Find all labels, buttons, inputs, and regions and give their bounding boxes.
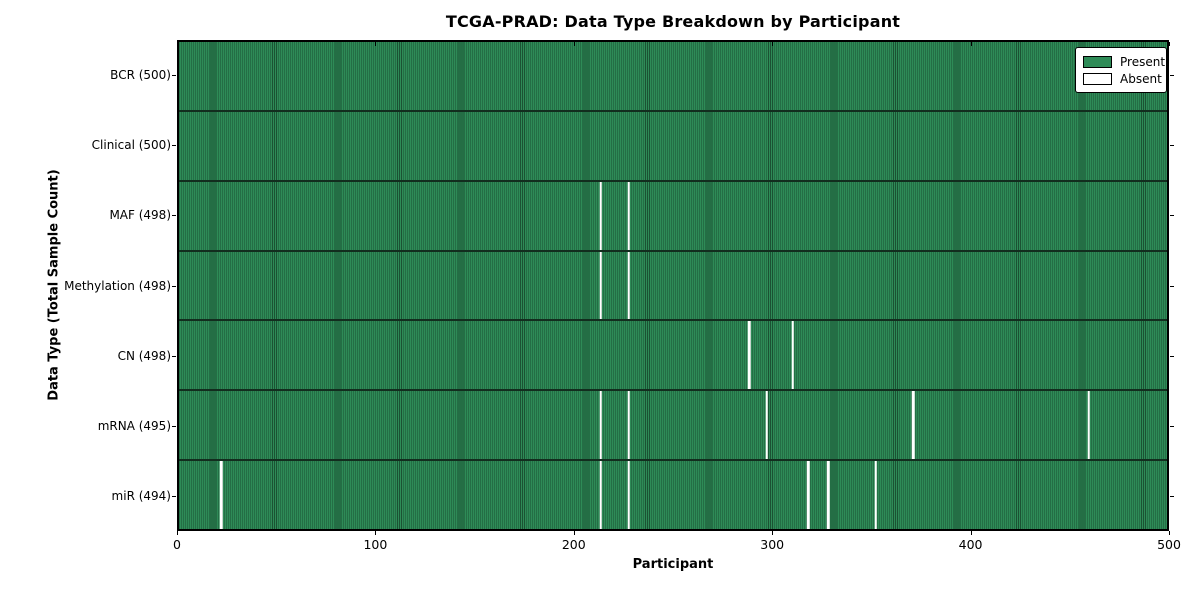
plot-area: [177, 40, 1169, 531]
x-tick-mark: [177, 42, 178, 46]
x-tick-label: 0: [173, 537, 181, 552]
y-tick-mark: [172, 215, 176, 217]
heatmap-row-mir: [179, 459, 1167, 530]
absent-gap: [874, 461, 877, 530]
x-tick-mark: [375, 531, 377, 535]
y-tick-mark: [1170, 215, 1174, 217]
y-tick-mark: [172, 285, 176, 287]
legend-label-absent: Absent: [1120, 71, 1162, 86]
y-tick-mark: [172, 355, 176, 357]
heatmap-row-methylation: [179, 249, 1167, 320]
absent-gap: [807, 461, 810, 530]
absent-gap: [599, 251, 603, 320]
legend-item-present: Present: [1083, 53, 1165, 70]
y-tick-mark: [1170, 355, 1174, 357]
x-tick-label: 100: [363, 537, 388, 552]
row-label-methylation: Methylation (498): [64, 278, 171, 293]
y-tick-mark: [172, 145, 176, 147]
y-tick-mark: [1170, 495, 1174, 497]
x-tick-mark: [1169, 42, 1170, 46]
absent-gap: [220, 461, 223, 530]
absent-gap: [627, 181, 630, 250]
x-tick-label: 300: [760, 537, 785, 552]
absent-gap: [1087, 391, 1091, 460]
x-tick-mark: [1169, 531, 1170, 535]
y-tick-mark: [1170, 145, 1174, 147]
x-tick-mark: [573, 531, 575, 535]
absent-gap: [627, 391, 630, 460]
x-tick-label: 500: [1157, 537, 1181, 552]
legend-item-absent: Absent: [1083, 70, 1162, 87]
heatmap-row-maf: [179, 179, 1167, 250]
absent-gap: [627, 251, 630, 320]
y-tick-mark: [172, 495, 176, 497]
absent-gap: [791, 321, 794, 390]
absent-gap: [599, 461, 603, 530]
row-label-bcr: BCR (500): [110, 68, 171, 83]
heatmap-row-cn: [179, 319, 1167, 390]
x-tick-mark: [177, 531, 178, 535]
row-label-mir: miR (494): [111, 488, 171, 503]
heatmap-row-bcr: [179, 42, 1167, 110]
row-label-clinical: Clinical (500): [91, 138, 171, 153]
legend-swatch-present: [1083, 55, 1112, 68]
y-tick-mark: [172, 425, 176, 427]
row-label-mrna: mRNA (495): [97, 418, 171, 433]
x-tick-label: 200: [561, 537, 586, 552]
x-tick-label: 400: [958, 537, 983, 552]
legend-label-present: Present: [1120, 54, 1166, 69]
x-tick-mark: [772, 531, 774, 535]
absent-gap: [747, 321, 751, 390]
x-tick-mark: [375, 42, 377, 46]
x-axis-label: Participant: [632, 557, 714, 572]
y-tick-mark: [1170, 425, 1174, 427]
absent-gap: [826, 461, 830, 530]
absent-gap: [911, 391, 915, 460]
heatmap-row-mrna: [179, 389, 1167, 460]
legend: Present Absent: [1075, 47, 1167, 93]
row-label-cn: CN (498): [117, 348, 171, 363]
x-tick-mark: [772, 42, 774, 46]
y-tick-mark: [1170, 285, 1174, 287]
absent-gap: [627, 461, 630, 530]
legend-swatch-absent: [1083, 72, 1112, 85]
x-tick-mark: [970, 42, 972, 46]
y-tick-mark: [172, 75, 176, 77]
row-label-maf: MAF (498): [109, 208, 171, 223]
x-tick-mark: [970, 531, 972, 535]
heatmap-row-clinical: [179, 109, 1167, 180]
x-tick-mark: [573, 42, 575, 46]
y-tick-mark: [1170, 75, 1174, 77]
chart-title: TCGA-PRAD: Data Type Breakdown by Partic…: [445, 12, 901, 31]
absent-gap: [599, 391, 603, 460]
absent-gap: [599, 181, 603, 250]
absent-gap: [765, 391, 769, 460]
